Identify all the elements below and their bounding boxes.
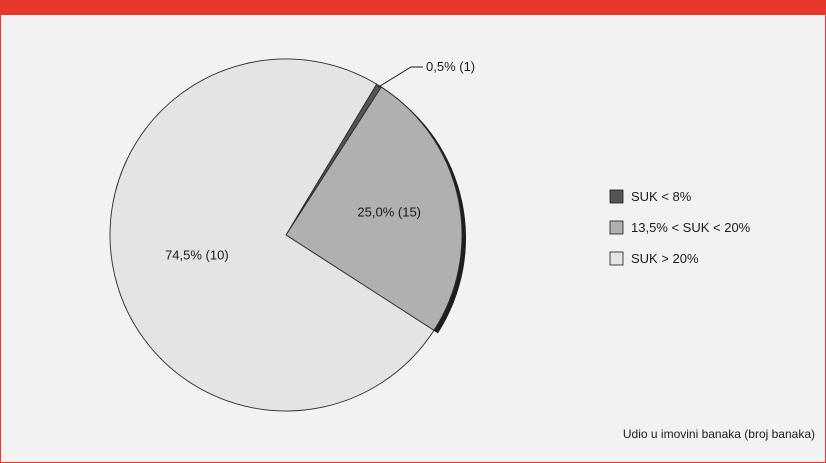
pie-slice <box>285 86 463 331</box>
legend-label: SUK < 8% <box>631 189 692 204</box>
header-bar <box>1 0 825 15</box>
legend-label: 13,5% < SUK < 20% <box>631 220 751 235</box>
slice-label: 25,0% (15) <box>357 205 421 220</box>
legend-swatch <box>609 251 624 266</box>
pie-slices <box>109 58 466 412</box>
slice-labels: 0,5% (1) 25,0% (15) 74,5% (10) <box>165 59 475 263</box>
legend-label: SUK > 20% <box>631 251 699 266</box>
chart-note: Udio u imovini banaka (broj banaka) <box>623 427 815 441</box>
legend: SUK < 8% 13,5% < SUK < 20% SUK > 20% <box>609 189 751 266</box>
pie-slice <box>109 58 435 412</box>
slice-label: 0,5% (1) <box>426 59 475 74</box>
legend-swatch <box>609 189 624 204</box>
legend-swatch <box>609 220 624 235</box>
slice-label: 74,5% (10) <box>165 248 229 263</box>
leader-line <box>377 66 423 88</box>
